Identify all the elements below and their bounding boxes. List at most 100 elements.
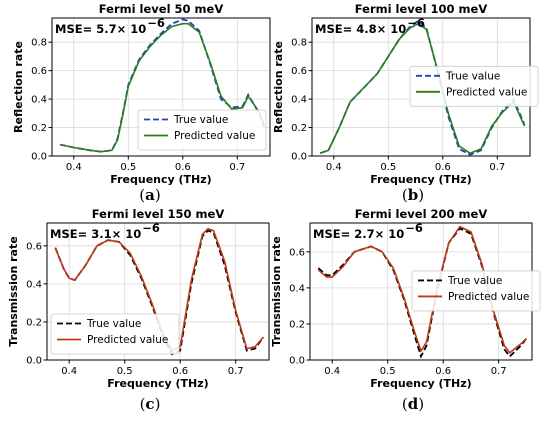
x-tick-label: 0.4 — [61, 366, 77, 377]
legend-entry: Predicted value — [446, 86, 527, 98]
x-tick-label: 0.4 — [324, 366, 340, 377]
data-point — [509, 352, 510, 353]
data-point — [182, 23, 183, 24]
y-tick-label: 0.0 — [289, 356, 305, 367]
data-point — [242, 107, 243, 108]
data-point — [117, 140, 118, 141]
x-tick-label: 0.6 — [172, 366, 188, 377]
y-tick-label: 0.2 — [289, 319, 305, 330]
mse-exponent: −6 — [405, 221, 423, 235]
x-tick-label: 0.5 — [380, 162, 396, 173]
legend: True value Predicted value — [409, 65, 539, 107]
data-point — [459, 226, 460, 227]
data-point — [202, 234, 203, 235]
data-point — [119, 241, 120, 242]
y-tick-label: 0.6 — [291, 66, 307, 77]
legend-entry: Predicted value — [174, 130, 255, 142]
y-tick-label: 0.0 — [26, 356, 42, 367]
data-point — [504, 345, 505, 346]
legend: True value Predicted value — [50, 313, 180, 355]
x-axis-label: Frequency (THz) — [370, 173, 471, 186]
data-point — [182, 19, 183, 20]
panel-caption: (d) — [402, 395, 424, 413]
caption-close-paren: ) — [418, 186, 424, 204]
y-axis-label: Transmission rate — [270, 236, 283, 346]
caption-close-paren: ) — [418, 395, 424, 413]
mse-text: MSE= 3.1× 10 — [50, 227, 141, 241]
data-point — [224, 260, 225, 261]
legend-box — [411, 270, 541, 312]
data-point — [382, 251, 383, 252]
data-point — [318, 267, 319, 268]
y-tick-label: 0.2 — [31, 123, 47, 134]
x-tick-label: 0.6 — [435, 366, 451, 377]
series-line-predicted-value — [317, 225, 528, 354]
data-point — [171, 23, 172, 24]
data-point — [128, 86, 129, 87]
data-point — [470, 231, 471, 232]
data-point — [188, 23, 189, 24]
data-point — [246, 350, 247, 351]
x-tick-label: 0.7 — [229, 162, 245, 173]
data-point — [180, 350, 181, 351]
x-tick-label: 0.7 — [491, 366, 507, 377]
data-point — [63, 268, 64, 269]
data-point — [481, 264, 482, 265]
mse-text: MSE= 4.8× 10 — [315, 22, 406, 36]
mse-text: MSE= 2.7× 10 — [313, 227, 404, 241]
data-point — [420, 350, 421, 351]
data-point — [426, 345, 427, 346]
data-point — [213, 230, 214, 231]
mse-annotation: MSE= 2.7× 10 −6 — [313, 221, 423, 241]
y-tick-label: 0.8 — [31, 38, 47, 49]
data-point — [459, 148, 460, 149]
data-point — [231, 108, 232, 109]
x-tick-label: 0.5 — [117, 366, 133, 377]
data-point — [426, 341, 427, 342]
y-tick-label: 0.4 — [26, 279, 42, 290]
data-point — [122, 114, 123, 115]
data-point — [426, 29, 427, 30]
x-axis-label: Frequency (THz) — [107, 377, 208, 390]
data-point — [220, 96, 221, 97]
mse-text: MSE= 5.7× 10 — [55, 22, 146, 36]
data-point — [69, 278, 70, 279]
data-point — [96, 245, 97, 246]
data-point — [420, 356, 421, 357]
data-point — [100, 151, 101, 152]
legend-entry: Predicted value — [448, 291, 529, 303]
legend-entry: True value — [86, 318, 141, 330]
legend: True value Predicted value — [137, 109, 267, 151]
data-point — [504, 349, 505, 350]
y-tick-label: 0.2 — [26, 317, 42, 328]
caption-open-paren: ( — [140, 395, 146, 413]
panel-caption: (b) — [402, 186, 424, 204]
x-tick-label: 0.6 — [435, 162, 451, 173]
panel-d: 0.4 0.5 0.6 0.7 0.0 0.2 0.4 0.6 Fermi level 200 … — [270, 207, 541, 413]
data-point — [502, 111, 503, 112]
caption-letter: a — [145, 186, 155, 204]
legend-box — [137, 109, 267, 151]
data-point — [188, 20, 189, 21]
caption-open-paren: ( — [402, 186, 408, 204]
data-point — [469, 154, 470, 155]
mse-annotation: MSE= 5.7× 10 −6 — [55, 16, 165, 36]
y-tick-label: 0.8 — [291, 38, 307, 49]
mse-annotation: MSE= 4.8× 10 −6 — [315, 16, 425, 36]
data-point — [207, 228, 208, 229]
data-point — [199, 32, 200, 33]
data-point — [73, 147, 74, 148]
data-point — [509, 356, 510, 357]
panel-title: Fermi level 50 meV — [99, 2, 224, 16]
mse-exponent: −6 — [147, 16, 165, 30]
y-tick-label: 0.4 — [31, 95, 47, 106]
y-tick-label: 0.2 — [291, 123, 307, 134]
mse-exponent: −6 — [142, 221, 160, 235]
data-point — [255, 348, 256, 349]
y-tick-label: 0.6 — [31, 66, 47, 77]
series-line-predicted-value — [319, 22, 526, 155]
data-point — [354, 251, 355, 252]
data-point — [491, 126, 492, 127]
x-axis-label: Frequency (THz) — [370, 377, 471, 390]
